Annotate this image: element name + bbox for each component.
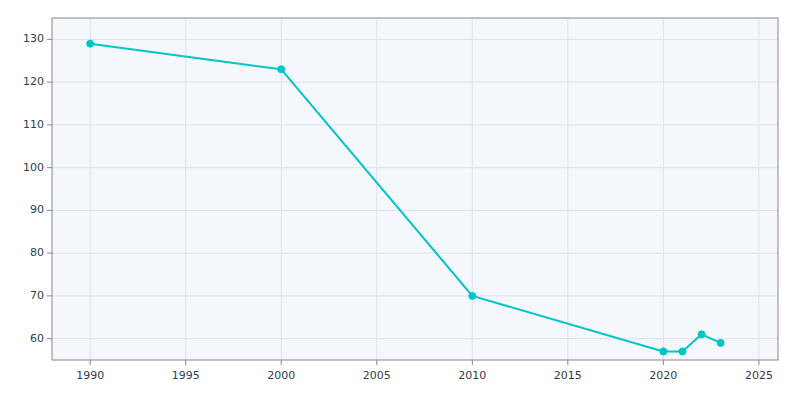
y-grid-line	[52, 39, 778, 40]
x-tick-label: 2010	[458, 369, 486, 382]
y-tick	[47, 167, 52, 168]
y-tick-label: 110	[23, 118, 44, 131]
x-tick-label: 2020	[649, 369, 677, 382]
y-grid-line	[52, 338, 778, 339]
x-tick-label: 2005	[363, 369, 391, 382]
y-tick	[47, 210, 52, 211]
y-tick-label: 60	[30, 332, 44, 345]
x-tick-label: 1995	[172, 369, 200, 382]
x-tick	[185, 360, 186, 365]
x-tick	[90, 360, 91, 365]
x-grid-line	[663, 18, 664, 360]
x-grid-line	[758, 18, 759, 360]
x-grid-line	[90, 18, 91, 360]
y-tick	[47, 338, 52, 339]
y-tick-label: 100	[23, 161, 44, 174]
x-tick	[567, 360, 568, 365]
x-tick-label: 1990	[76, 369, 104, 382]
chart-svg: 60 70 80 90 100 110 120 130 1990 1995 2000 2005 2010…	[0, 0, 800, 400]
x-tick	[758, 360, 759, 365]
point	[469, 292, 476, 299]
y-tick-label: 80	[30, 246, 44, 259]
y-tick-label: 130	[23, 32, 44, 45]
y-tick	[47, 39, 52, 40]
x-tick	[376, 360, 377, 365]
point	[698, 331, 705, 338]
point	[660, 348, 667, 355]
x-grid-line	[376, 18, 377, 360]
y-tick-label: 70	[30, 289, 44, 302]
x-grid-line	[185, 18, 186, 360]
chart-container: 60 70 80 90 100 110 120 130 1990 1995 2000 2005 2010…	[0, 0, 800, 400]
point	[679, 348, 686, 355]
x-tick-label: 2015	[554, 369, 582, 382]
x-tick	[472, 360, 473, 365]
y-grid-line	[52, 210, 778, 211]
y-tick-label: 90	[30, 203, 44, 216]
plot-frame	[52, 18, 778, 360]
x-grid-line	[567, 18, 568, 360]
y-grid-line	[52, 82, 778, 83]
grid	[52, 18, 778, 360]
x-tick-label: 2000	[267, 369, 295, 382]
x-tick	[663, 360, 664, 365]
point	[717, 339, 724, 346]
y-tick	[47, 295, 52, 296]
axes: 60 70 80 90 100 110 120 130 1990 1995 2000 2005 2010…	[23, 18, 778, 382]
y-tick	[47, 253, 52, 254]
y-grid-line	[52, 167, 778, 168]
x-grid-line	[472, 18, 473, 360]
y-grid-line	[52, 253, 778, 254]
y-grid-line	[52, 295, 778, 296]
y-tick	[47, 124, 52, 125]
x-tick	[281, 360, 282, 365]
line	[90, 44, 720, 352]
y-grid-line	[52, 124, 778, 125]
y-tick-label: 120	[23, 75, 44, 88]
x-tick-label: 2025	[745, 369, 773, 382]
data-layer	[87, 40, 724, 355]
y-tick	[47, 82, 52, 83]
point	[87, 40, 94, 47]
point	[278, 66, 285, 73]
plot-background	[52, 18, 778, 360]
